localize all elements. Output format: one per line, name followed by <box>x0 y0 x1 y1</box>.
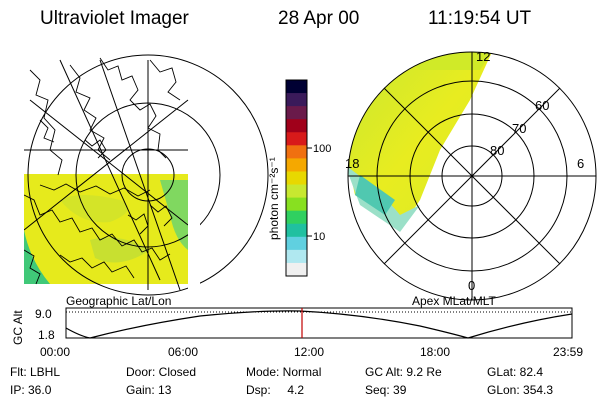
mlt-label-18: 18 <box>345 156 359 171</box>
info-seq: Seq: 39 <box>365 383 407 397</box>
x-tick-2359: 23:59 <box>553 345 584 359</box>
right-emission-image <box>348 52 492 232</box>
ring-label-80: 80 <box>490 143 504 158</box>
ring-label-70: 70 <box>512 121 526 136</box>
x-tick-0600: 06:00 <box>168 345 199 359</box>
ring-label-60: 60 <box>535 98 549 113</box>
altitude-curve <box>65 310 573 339</box>
mlt-label-0: 0 <box>468 278 475 293</box>
info-gain: Gain: 13 <box>126 383 172 397</box>
x-tick-1800: 18:00 <box>420 345 451 359</box>
colorbar-segment <box>286 210 307 225</box>
x-tick-1200: 12:00 <box>294 345 325 359</box>
colorbar-segment <box>286 236 307 251</box>
colorbar-unit-label: photon cm⁻²s⁻¹ <box>267 157 281 240</box>
colorbar-segment <box>286 184 307 199</box>
colorbar-segment <box>286 145 307 159</box>
colorbar-segment <box>286 119 307 133</box>
colorbar-segment <box>286 171 307 186</box>
colorbar-segment <box>286 197 307 212</box>
altitude-frame <box>65 307 573 339</box>
colorbar-segment <box>286 93 307 107</box>
alt-max-label: 9.0 <box>35 307 52 321</box>
left-emission-image <box>24 174 188 284</box>
x-tick-0000: 00:00 <box>40 345 71 359</box>
info-glat: GLat: 82.4 <box>487 365 544 379</box>
colorbar: 100 10 photon cm⁻²s⁻¹ <box>267 79 331 277</box>
apex-caption: Apex MLat/MLT <box>412 294 496 308</box>
alt-axis-title: GC Alt <box>11 310 25 345</box>
date-label: 28 Apr 00 <box>278 8 360 29</box>
altitude-panel: 9.0 1.8 GC Alt <box>11 307 573 345</box>
info-mode: Mode: Normal <box>246 365 322 379</box>
colorbar-segment <box>286 132 307 146</box>
colorbar-segment <box>286 262 307 277</box>
info-door: Door: Closed <box>126 365 197 379</box>
colorbar-segment <box>286 158 307 172</box>
info-gc-alt: GC Alt: 9.2 Re <box>365 365 442 379</box>
instrument-title: Ultraviolet Imager <box>40 8 189 29</box>
colorbar-segment <box>286 106 307 120</box>
info-ip: IP: 36.0 <box>10 383 52 397</box>
geographic-caption: Geographic Lat/Lon <box>66 294 171 308</box>
info-filter: Flt: LBHL <box>10 365 61 379</box>
colorbar-tick-10: 10 <box>313 231 325 243</box>
alt-min-label: 1.8 <box>38 328 55 342</box>
mlt-label-12: 12 <box>476 49 490 64</box>
time-label: 11:19:54 UT <box>428 8 532 29</box>
polar-plot: 60 70 80 12 6 0 18 <box>345 49 597 301</box>
geographic-map <box>0 40 269 296</box>
info-dsp: Dsp: 4.2 <box>246 383 305 397</box>
mlt-label-6: 6 <box>577 156 584 171</box>
colorbar-tick-100: 100 <box>313 143 331 155</box>
colorbar-segment <box>286 80 307 94</box>
colorbar-segment <box>286 249 307 264</box>
colorbar-segment <box>286 223 307 238</box>
info-glon: GLon: 354.3 <box>487 383 554 397</box>
